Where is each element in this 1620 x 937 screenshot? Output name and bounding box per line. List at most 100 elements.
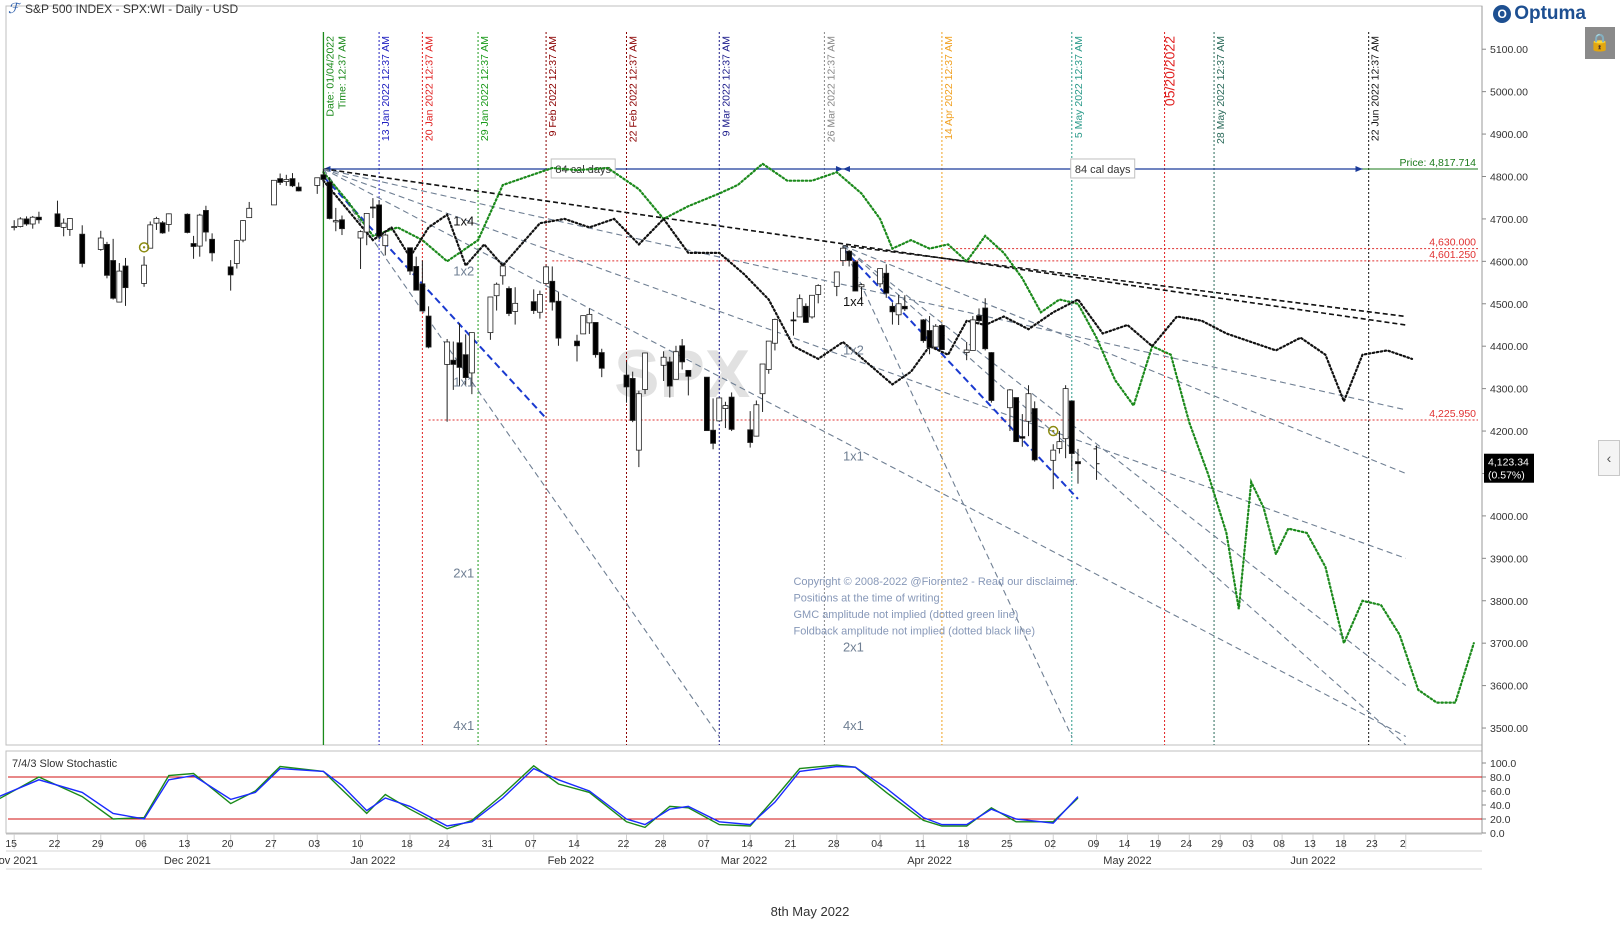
gann-fan-line [323,169,1405,410]
candle-body [927,330,932,347]
x-tick-label: 18 [1335,838,1347,850]
candle-body [185,214,190,232]
brand-mark: O [1493,5,1511,23]
candle-body [333,221,338,222]
x-tick-label: 24 [438,838,450,850]
candle-body [989,353,994,401]
candle-body [241,221,246,241]
candle-body [111,260,116,298]
x-tick-label: 22 [49,838,61,850]
x-tick-label: 13 [179,838,191,850]
chart-note: Positions at the time of writing [793,592,939,604]
stochastic-title: 7/4/3 Slow Stochastic [12,758,118,770]
candle-body [488,297,493,333]
candle-body [680,346,685,362]
last-price-value: 4,123.34 [1488,457,1529,469]
x-tick-label: 09 [1088,838,1100,850]
x-tick-label: 22 [618,838,630,850]
candle-body [896,304,901,315]
app-logo-icon: ℱ [8,1,19,17]
x-tick-label: 31 [482,838,494,850]
x-tick-label: 24 [1180,838,1192,850]
candle-body [414,266,419,290]
candle-body [370,207,375,208]
x-tick-label: 2 [1400,838,1406,850]
candle-body [754,405,759,436]
time-line-label: 26 Mar 2022 12:37 AM [825,36,837,142]
candle-body [18,219,23,227]
circle-marker-dot [143,246,145,248]
x-tick-label: 13 [1304,838,1316,850]
x-tick-label: 11 [915,838,926,850]
fan-label: 2x1 [843,640,864,655]
fan-label: 2x1 [453,565,474,580]
candle-body [513,303,518,311]
stochastic-tick-label: 60.0 [1490,786,1511,798]
candle-body [1032,409,1037,460]
candle-body [760,364,765,394]
x-tick-label: 21 [785,838,797,850]
candle-body [816,286,821,295]
gann-fan-line [843,246,1406,745]
time-line-label: Date: 01/04/2022 [324,36,336,117]
x-tick-label: 29 [1211,838,1223,850]
fan-label: 1x1 [453,375,474,390]
candle-body [840,248,845,260]
candle-body [228,267,233,275]
y-tick-label: 4200.00 [1490,426,1528,438]
x-tick-label: 28 [828,838,840,850]
candle-body [797,299,802,317]
candle-body [55,214,60,227]
y-tick-label: 4500.00 [1490,299,1528,311]
candle-body [921,320,926,341]
candle-body [1057,442,1062,449]
time-line-label: 22 Jun 2022 12:37 AM [1370,36,1382,141]
candle-body [581,316,586,334]
candle-body [1014,398,1019,442]
x-tick-label: 18 [401,838,413,850]
y-tick-label: 5000.00 [1490,87,1528,99]
candle-body [1020,437,1025,439]
candle-body [593,322,598,354]
x-tick-label: 10 [352,838,364,850]
candle-body [1075,462,1080,464]
candle-body [587,314,592,322]
candle-body [290,179,295,186]
candle-body [197,215,202,246]
candle-body [537,294,542,312]
x-tick-label: 18 [958,838,970,850]
candle-body [878,269,883,284]
candle-body [36,217,41,220]
candle-body [661,357,666,365]
candle-body [550,281,555,302]
x-month-label: Nov 2021 [0,855,38,867]
time-line-label: 9 Feb 2022 12:37 AM [547,36,559,136]
duration-arrow-left [843,166,850,172]
y-tick-label: 3600.00 [1490,681,1528,693]
x-tick-label: 03 [1242,838,1254,850]
candle-body [506,288,511,313]
candle-body [810,295,815,317]
x-month-label: Apr 2022 [907,855,952,867]
last-price-change: (0.57%) [1488,470,1525,482]
chevron-left-icon[interactable]: ‹ [1598,440,1620,476]
candle-body [426,316,431,347]
candle-body [983,308,988,349]
candle-body [104,244,109,275]
candle-body [630,378,635,420]
x-tick-label: 27 [265,838,277,850]
x-month-label: Jun 2022 [1290,855,1335,867]
candle-body [191,244,196,247]
candle-body [383,235,388,246]
y-tick-label: 3700.00 [1490,638,1528,650]
lock-icon[interactable]: 🔒 [1585,27,1615,59]
candle-body [247,208,252,217]
time-line-label: 5 May 2022 12:37 AM [1073,36,1085,138]
candle-body [575,341,580,346]
candle-body [902,306,907,309]
candle-body [166,214,171,225]
x-tick-label: 14 [741,838,753,850]
x-tick-label: 15 [5,838,17,850]
